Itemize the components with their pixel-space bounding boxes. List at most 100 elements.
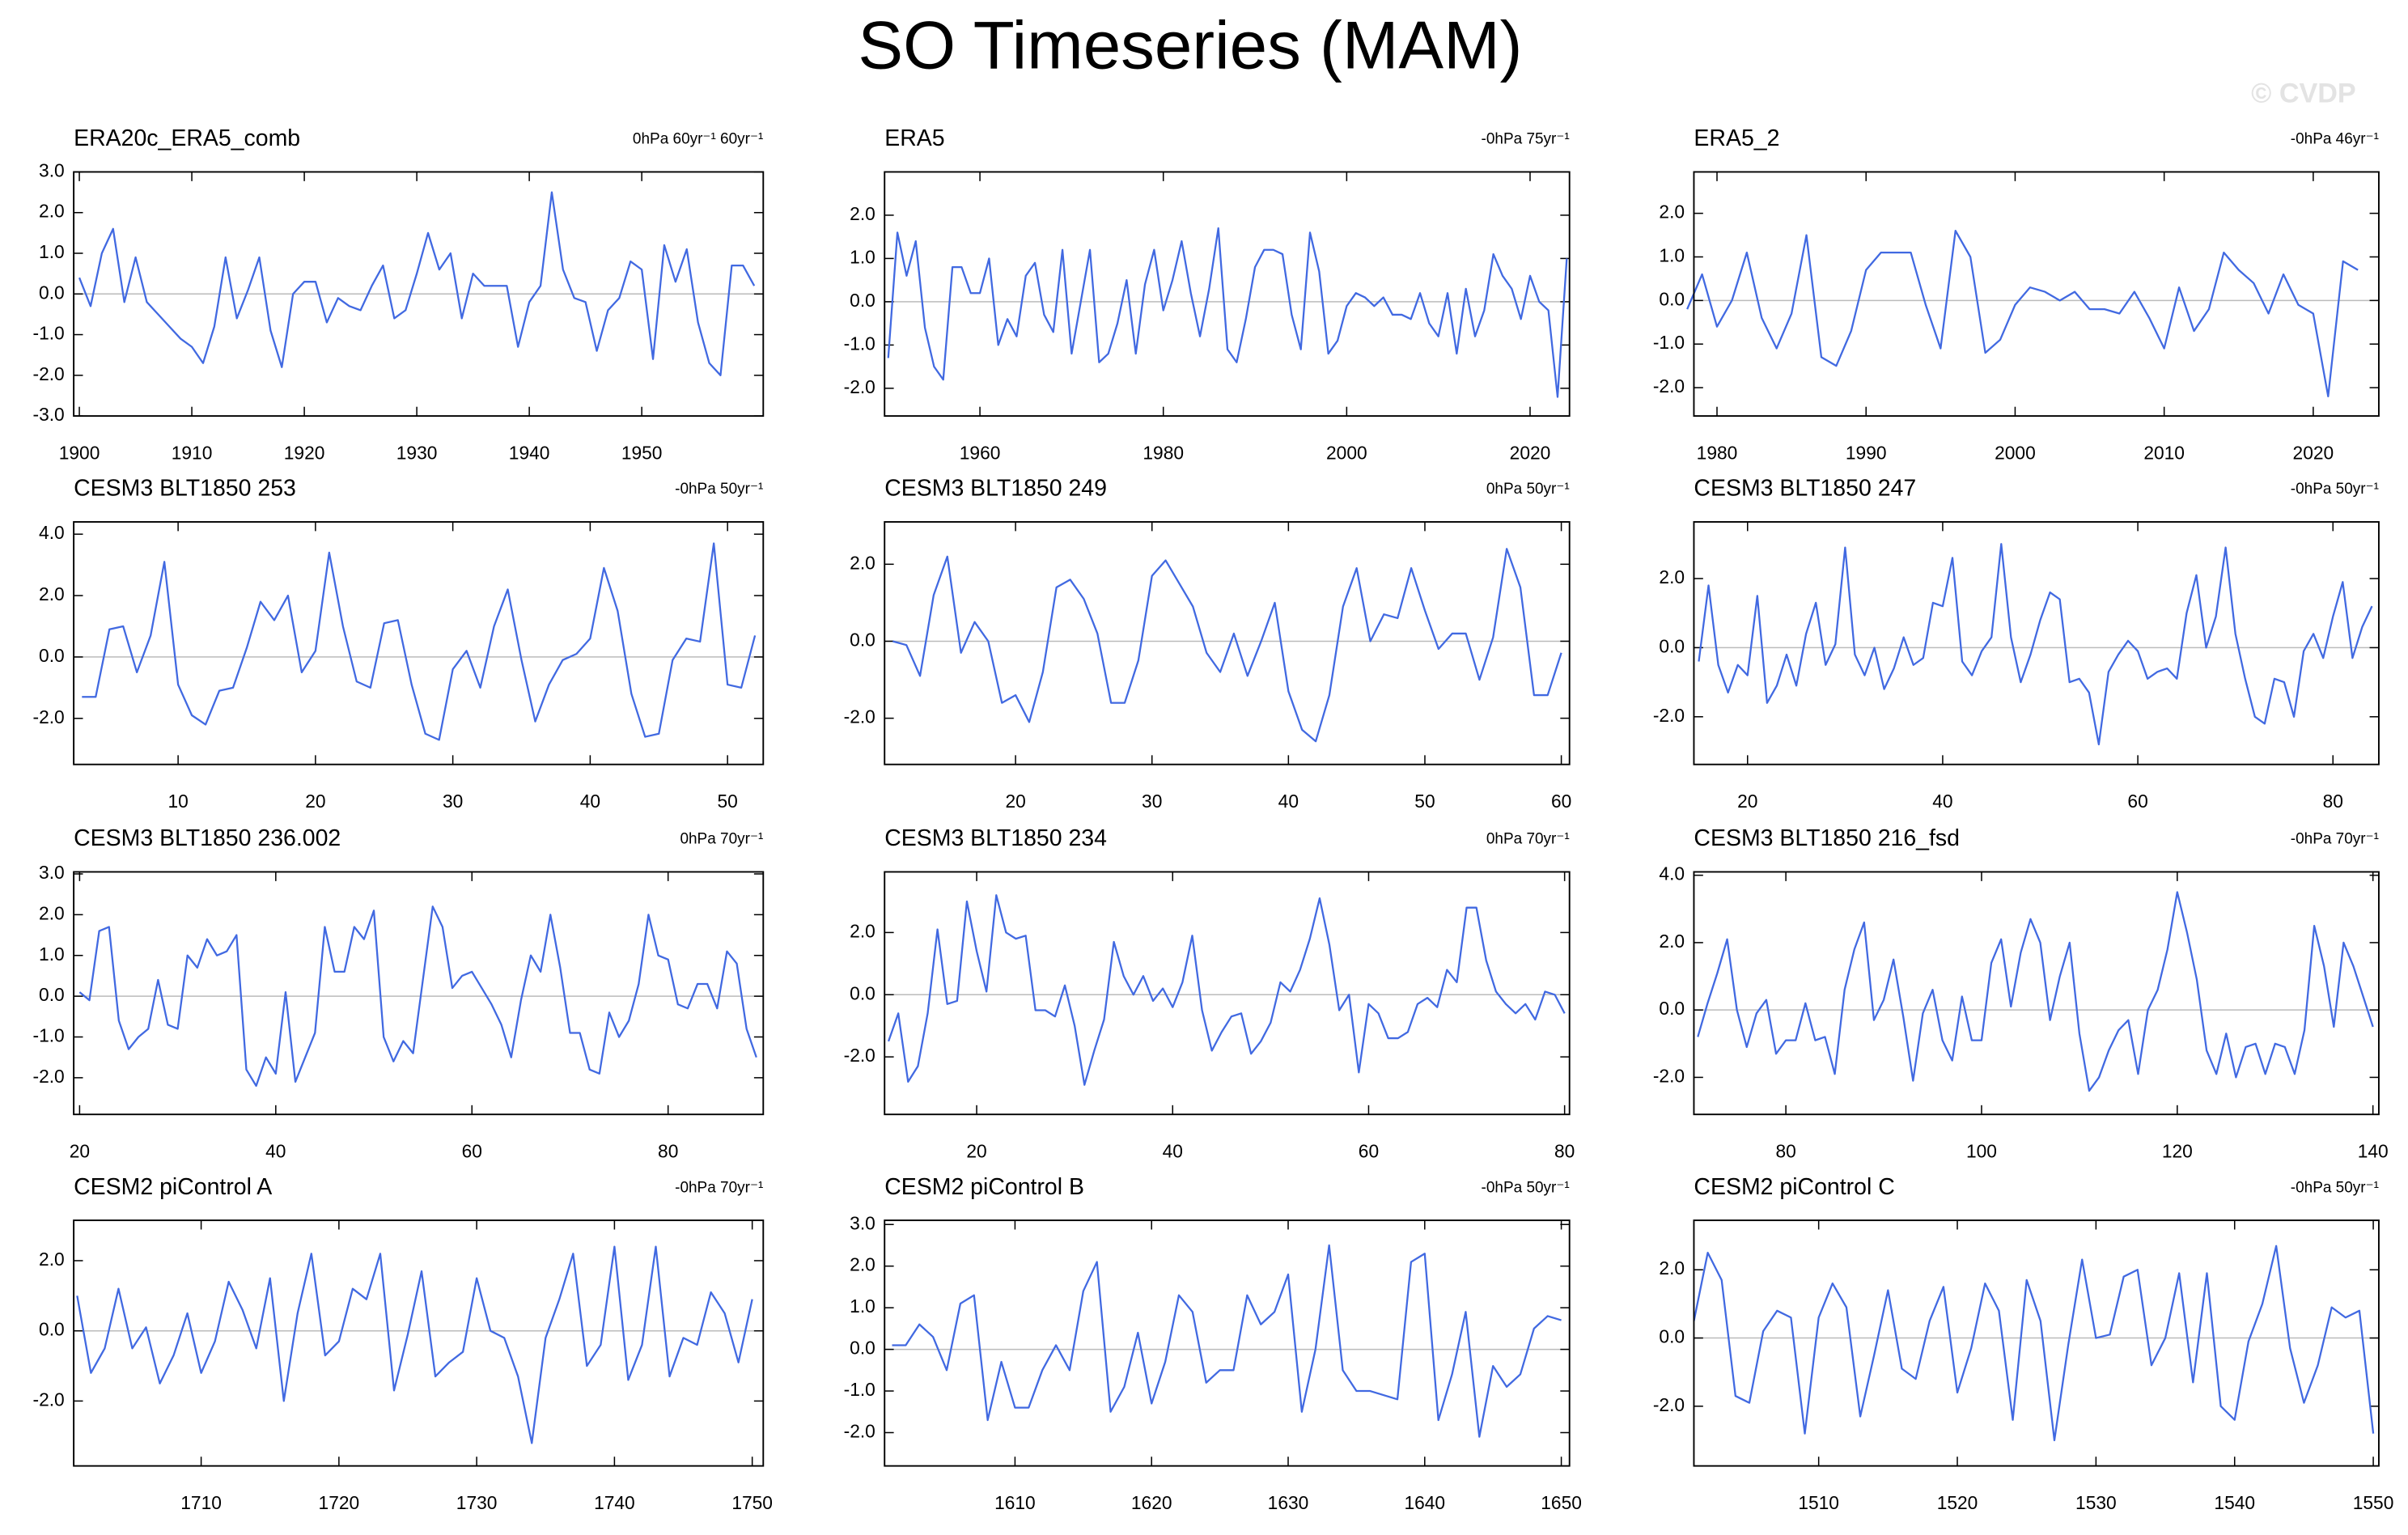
x-tick-label: 1750 <box>731 1492 773 1513</box>
x-tick-label: 80 <box>1775 1141 1795 1162</box>
y-tick-label: 2.0 <box>39 583 65 604</box>
x-tick-label: 60 <box>1359 1141 1379 1162</box>
y-tick-label: 1.0 <box>850 1295 875 1317</box>
x-tick-label: 1900 <box>59 443 100 464</box>
series-line <box>892 1244 1562 1438</box>
series-line <box>1697 891 2374 1092</box>
x-tick-label: 1610 <box>994 1492 1036 1513</box>
y-tick-label: 0.0 <box>39 1319 65 1340</box>
y-tick-label: -2.0 <box>1653 1394 1685 1415</box>
plot-frame <box>1693 171 2380 418</box>
x-tick-label: 60 <box>462 1141 482 1162</box>
y-tick-label: 1.0 <box>39 241 65 262</box>
plot-frame <box>73 171 765 418</box>
y-tick-label: -2.0 <box>1653 375 1685 396</box>
x-tick-label: 1530 <box>2075 1492 2117 1513</box>
x-tick-label: 100 <box>1966 1141 1997 1162</box>
x-tick-label: 40 <box>1163 1141 1183 1162</box>
y-tick-label: 2.0 <box>39 902 65 923</box>
series-line <box>78 191 756 376</box>
x-tick-label: 1620 <box>1131 1492 1172 1513</box>
y-tick-label: 0.0 <box>1659 1326 1685 1347</box>
y-tick-label: -2.0 <box>1653 1065 1685 1086</box>
panel-title: CESM3 BLT1850 247 <box>1694 476 1916 502</box>
x-tick-label: 60 <box>1551 791 1571 812</box>
y-tick-label: 1.0 <box>39 943 65 965</box>
x-tick-label: 30 <box>443 791 463 812</box>
y-tick-label: 2.0 <box>850 552 875 573</box>
y-tick-label: 2.0 <box>1659 931 1685 952</box>
panel-subtitle: -0hPa 75yr⁻¹ <box>1482 131 1570 148</box>
x-tick-label: 1980 <box>1697 443 1738 464</box>
y-tick-label: 2.0 <box>1659 1257 1685 1278</box>
y-tick-label: -1.0 <box>844 333 875 354</box>
plot-frame <box>1693 871 2380 1116</box>
x-tick-label: 1990 <box>1846 443 1887 464</box>
panel-title: ERA5 <box>884 125 944 151</box>
y-tick-label: 0.0 <box>1659 998 1685 1019</box>
y-tick-label: -2.0 <box>33 1066 65 1087</box>
x-tick-label: 20 <box>1005 791 1025 812</box>
y-tick-label: -2.0 <box>844 1420 875 1441</box>
plot-frame <box>1693 521 2380 765</box>
panel-title: ERA20c_ERA5_comb <box>74 125 300 151</box>
panel-title: CESM2 piControl B <box>884 1174 1084 1200</box>
y-tick-label: -2.0 <box>33 1389 65 1410</box>
series-line <box>887 894 1566 1086</box>
plot-frame <box>1693 1219 2380 1467</box>
y-tick-label: 2.0 <box>1659 566 1685 587</box>
y-tick-label: 0.0 <box>850 290 875 311</box>
x-tick-label: 120 <box>2162 1141 2193 1162</box>
x-tick-label: 20 <box>305 791 325 812</box>
x-tick-label: 20 <box>70 1141 90 1162</box>
x-tick-label: 40 <box>580 791 600 812</box>
x-tick-label: 1940 <box>509 443 550 464</box>
y-tick-label: 3.0 <box>39 862 65 883</box>
panel-subtitle: 0hPa 60yr⁻¹ 60yr⁻¹ <box>633 131 763 148</box>
panel-subtitle: 0hPa 50yr⁻¹ <box>1486 481 1570 498</box>
x-tick-label: 1740 <box>594 1492 635 1513</box>
x-tick-label: 2000 <box>1326 443 1367 464</box>
x-tick-label: 40 <box>1932 791 1952 812</box>
x-tick-label: 1920 <box>284 443 325 464</box>
panel-subtitle: -0hPa 50yr⁻¹ <box>1482 1179 1570 1196</box>
y-tick-label: 2.0 <box>850 203 875 224</box>
plot-frame <box>884 871 1571 1116</box>
y-tick-label: 0.0 <box>39 984 65 1005</box>
x-tick-label: 1540 <box>2214 1492 2255 1513</box>
y-tick-label: 0.0 <box>850 1338 875 1359</box>
x-tick-label: 1520 <box>1937 1492 1978 1513</box>
y-tick-label: 0.0 <box>39 645 65 666</box>
y-tick-label: -2.0 <box>844 376 875 397</box>
x-tick-label: 2000 <box>1995 443 2036 464</box>
x-tick-label: 50 <box>1414 791 1435 812</box>
y-tick-label: -1.0 <box>1653 332 1685 353</box>
panel-title: ERA5_2 <box>1694 125 1779 151</box>
y-tick-label: -1.0 <box>844 1379 875 1400</box>
x-tick-label: 1510 <box>1798 1492 1839 1513</box>
y-tick-label: -2.0 <box>844 1045 875 1066</box>
series-line <box>1698 543 2373 746</box>
x-tick-label: 1980 <box>1143 443 1184 464</box>
series-line <box>78 905 757 1088</box>
y-tick-label: 1.0 <box>850 246 875 267</box>
x-tick-label: 50 <box>717 791 737 812</box>
panel-subtitle: -0hPa 70yr⁻¹ <box>675 1179 763 1196</box>
panel-subtitle: -0hPa 50yr⁻¹ <box>2291 1179 2379 1196</box>
x-tick-label: 30 <box>1142 791 1162 812</box>
y-tick-label: 2.0 <box>850 920 875 941</box>
y-tick-label: -2.0 <box>33 363 65 384</box>
panel-title: CESM3 BLT1850 216_fsd <box>1694 825 1960 851</box>
x-tick-label: 2020 <box>2293 443 2334 464</box>
x-tick-label: 60 <box>2127 791 2147 812</box>
y-tick-label: 0.0 <box>850 982 875 1003</box>
watermark: © CVDP <box>2251 78 2356 109</box>
x-tick-label: 20 <box>1737 791 1757 812</box>
y-tick-label: 0.0 <box>1659 635 1685 656</box>
x-tick-label: 1910 <box>172 443 213 464</box>
x-tick-label: 1930 <box>396 443 438 464</box>
y-tick-label: 0.0 <box>39 282 65 303</box>
panel-title: CESM3 BLT1850 234 <box>884 825 1107 851</box>
y-tick-label: 0.0 <box>850 629 875 650</box>
